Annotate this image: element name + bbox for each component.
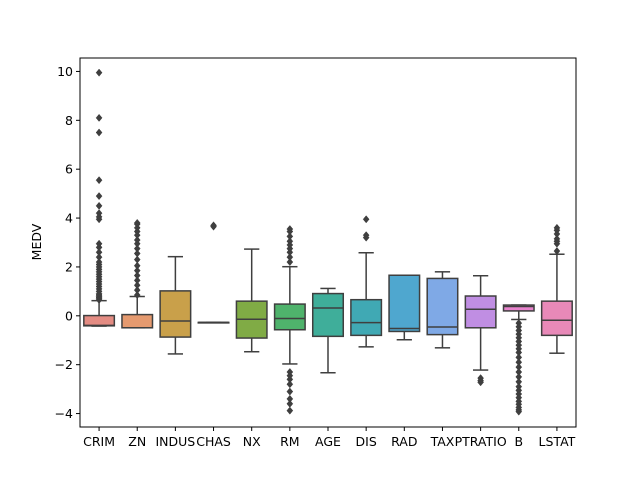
x-tick-label: ZN: [128, 434, 146, 449]
x-tick-label: CHAS: [196, 434, 231, 449]
outlier-point: [553, 223, 561, 232]
outlier-point: [210, 221, 217, 230]
outlier-point: [553, 247, 561, 256]
outlier-point: [286, 232, 294, 241]
y-tick-label: 8: [65, 113, 73, 128]
outlier-point: [133, 286, 141, 295]
outlier-point: [95, 253, 103, 262]
box-iqr: [350, 298, 383, 337]
box-iqr: [273, 303, 306, 331]
outlier-point: [133, 261, 141, 270]
outlier-point: [133, 244, 141, 253]
box-rad: [388, 274, 421, 341]
y-tick-label: 0: [65, 308, 73, 323]
y-tick-label: 4: [65, 211, 73, 226]
y-tick-label: −2: [55, 357, 73, 372]
outlier-point: [95, 113, 103, 122]
x-tick-label: INDUS: [156, 434, 196, 449]
outlier-point: [133, 281, 141, 290]
box-chas: [197, 221, 230, 324]
box-ptratio: [464, 274, 497, 387]
x-tick-label: RAD: [391, 434, 417, 449]
outlier-point: [95, 248, 103, 257]
box-age: [311, 287, 345, 374]
outlier-point: [95, 192, 103, 201]
box-dis: [350, 215, 383, 348]
box-rm: [273, 225, 306, 415]
box-tax: [426, 271, 459, 349]
outlier-point: [95, 68, 103, 77]
x-tick-label: TAX: [430, 434, 455, 449]
x-tick-label: NX: [243, 434, 261, 449]
outlier-point: [286, 225, 294, 234]
outlier-point: [133, 271, 141, 280]
y-tick-label: 2: [65, 259, 73, 274]
outlier-point: [286, 253, 294, 262]
outlier-point: [95, 209, 103, 218]
outlier-point: [477, 378, 484, 387]
x-tick-label: CRIM: [83, 434, 115, 449]
x-tick-label: DIS: [356, 434, 377, 449]
box-iqr: [540, 300, 573, 337]
outlier-point: [133, 276, 141, 285]
x-axis: CRIM ZN INDUS CHAS NX RM AGE DIS RAD TAX PTRATIO B L…: [83, 427, 576, 449]
y-tick-label: −4: [55, 406, 73, 421]
outlier-point: [133, 266, 141, 275]
outlier-point: [362, 231, 370, 240]
box-iqr: [502, 304, 535, 312]
outlier-point: [133, 218, 141, 227]
outlier-point: [95, 176, 103, 185]
box-iqr: [426, 277, 459, 336]
box-iqr: [159, 290, 192, 338]
outlier-point: [95, 258, 103, 267]
box-nx: [235, 248, 268, 353]
outlier-point: [553, 234, 561, 243]
box-crim: [83, 68, 116, 327]
outlier-point: [95, 128, 103, 137]
y-axis: −4 −2 0 2 4 6 8 10: [55, 64, 80, 421]
box-iqr: [311, 292, 345, 338]
x-tick-label: PTRATIO: [455, 434, 507, 449]
box-iqr: [121, 313, 154, 329]
y-tick-label: 6: [65, 162, 73, 177]
outlier-point: [133, 291, 141, 300]
x-tick-label: AGE: [315, 434, 341, 449]
box-iqr: [464, 295, 497, 329]
x-tick-label: B: [514, 434, 523, 449]
box-zn: [121, 218, 154, 329]
outlier-point: [133, 255, 141, 264]
boxes-layer: [83, 68, 573, 416]
box-iqr: [83, 314, 116, 327]
outlier-point: [133, 249, 141, 258]
outlier-point: [362, 215, 370, 224]
box-b: [502, 304, 535, 416]
box-iqr: [388, 274, 421, 333]
y-tick-label: 10: [57, 64, 73, 79]
outlier-point: [95, 201, 103, 210]
outlier-point: [95, 239, 103, 248]
outlier-point: [286, 237, 294, 246]
x-tick-label: RM: [280, 434, 299, 449]
box-lstat: [540, 223, 573, 354]
box-indus: [159, 255, 192, 355]
outlier-point: [515, 407, 523, 416]
x-tick-label: LSTAT: [539, 434, 576, 449]
y-axis-label: MEDV: [29, 223, 44, 260]
outlier-point: [286, 406, 294, 415]
outlier-point: [286, 258, 294, 267]
outlier-point: [133, 236, 141, 245]
